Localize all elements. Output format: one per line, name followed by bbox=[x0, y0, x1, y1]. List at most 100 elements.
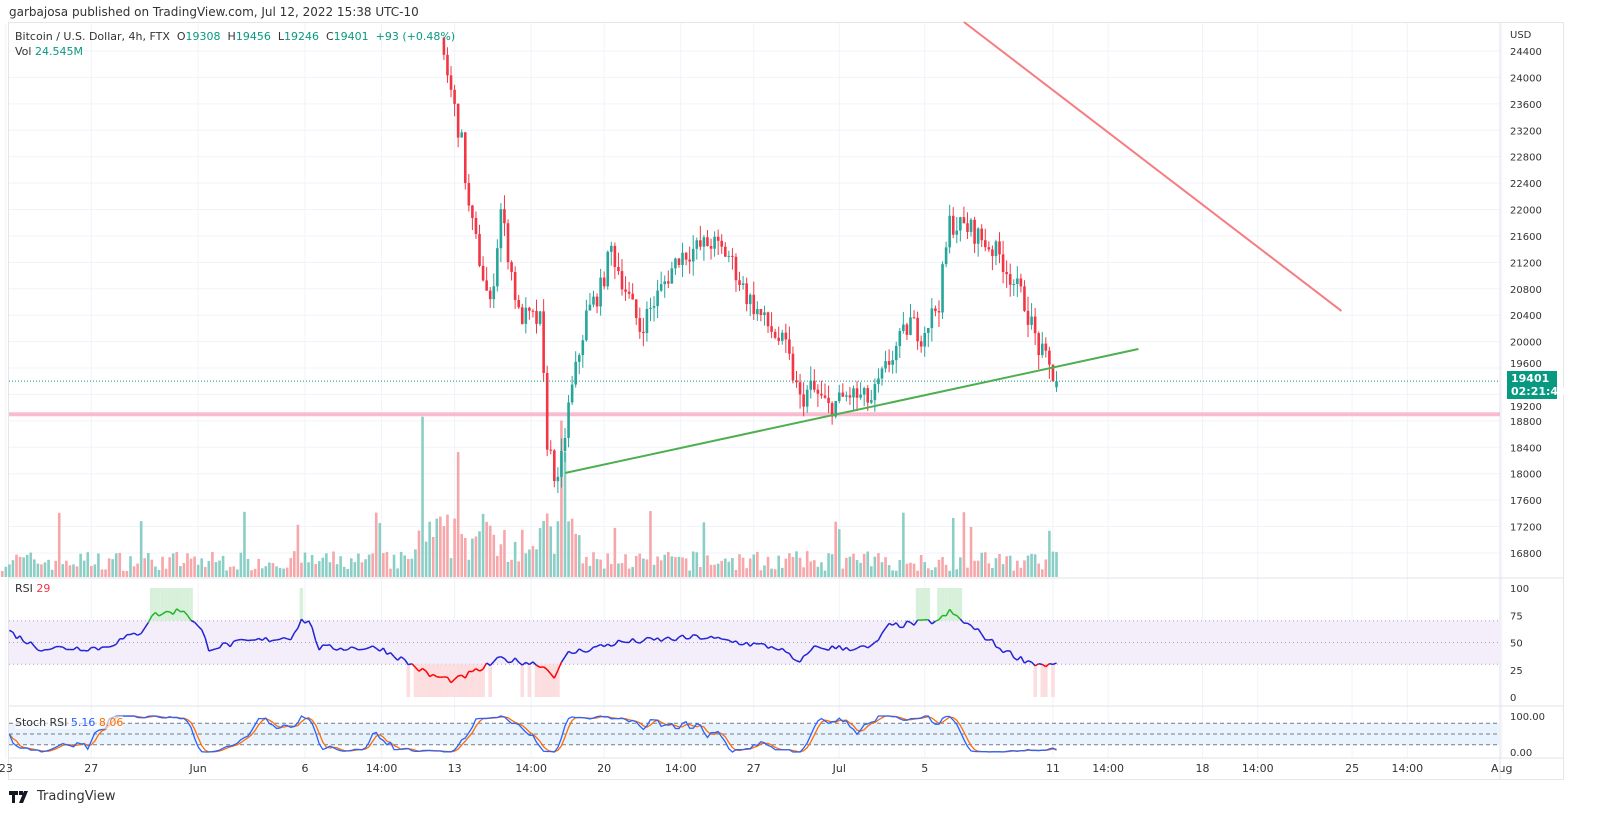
candle-body bbox=[1027, 311, 1030, 325]
volume-bar bbox=[614, 528, 617, 577]
volume-bar bbox=[378, 523, 381, 577]
volume-bar bbox=[151, 560, 154, 577]
volume-bar bbox=[97, 553, 100, 577]
rsi-overbought-fill bbox=[923, 588, 927, 621]
volume-bar bbox=[346, 569, 349, 577]
tradingview-logo[interactable]: TradingView bbox=[9, 789, 116, 804]
candle-body bbox=[656, 291, 659, 307]
price-axis-label: 19600 bbox=[1510, 359, 1542, 370]
candle-body bbox=[988, 247, 991, 249]
volume-bar bbox=[161, 557, 164, 577]
rsi-line-segment bbox=[715, 637, 719, 638]
volume-bar bbox=[934, 567, 937, 577]
volume-bar bbox=[450, 558, 453, 577]
volume-bar bbox=[311, 555, 314, 577]
volume-bar bbox=[521, 530, 524, 577]
candle-body bbox=[671, 268, 674, 283]
volume-bar bbox=[200, 558, 203, 577]
volume-bar bbox=[510, 560, 513, 577]
volume-bar bbox=[1045, 559, 1048, 577]
time-axis-label: 11 bbox=[1046, 762, 1060, 775]
volume-bar bbox=[895, 571, 898, 577]
volume-bar bbox=[831, 554, 834, 577]
volume-bar bbox=[279, 568, 282, 577]
candle-body bbox=[916, 318, 919, 341]
volume-bar bbox=[870, 566, 873, 577]
rsi-oversold-fill bbox=[1044, 664, 1048, 697]
rsi-legend[interactable]: RSI 29 bbox=[15, 582, 50, 595]
candle-body bbox=[977, 229, 980, 244]
candle-body bbox=[1037, 333, 1040, 355]
volume-bar bbox=[638, 554, 641, 577]
volume-bar bbox=[770, 569, 773, 577]
volume-bar bbox=[208, 561, 211, 577]
volume-bar bbox=[104, 569, 107, 577]
candle-body bbox=[817, 390, 820, 394]
volume-bar bbox=[589, 566, 592, 577]
stoch-rsi-legend[interactable]: Stoch RSI 5.16 8.06 bbox=[15, 716, 123, 729]
rsi-oversold-fill bbox=[535, 664, 539, 697]
volume-bar bbox=[728, 562, 731, 577]
price-axis-label: 18800 bbox=[1510, 417, 1542, 428]
rsi-overbought-fill bbox=[959, 588, 963, 621]
volume-bar bbox=[414, 549, 417, 577]
volume-bar bbox=[126, 571, 129, 577]
symbol-name[interactable]: Bitcoin / U.S. Dollar, 4h, FTX bbox=[15, 30, 170, 43]
rsi-oversold-fill bbox=[439, 664, 443, 697]
stoch-d-value: 8.06 bbox=[99, 716, 124, 729]
volume-bar bbox=[289, 558, 292, 577]
volume-label[interactable]: Vol bbox=[15, 45, 31, 58]
volume-bar bbox=[642, 559, 645, 577]
volume-bar bbox=[439, 517, 442, 577]
volume-bar bbox=[368, 555, 371, 577]
candle-body bbox=[610, 246, 613, 252]
candle-body bbox=[617, 267, 620, 271]
volume-bar bbox=[421, 417, 424, 577]
volume-bar bbox=[881, 562, 884, 577]
volume-bar bbox=[471, 539, 474, 577]
volume-bar bbox=[325, 553, 328, 577]
candle-body bbox=[777, 338, 780, 341]
volume-bar bbox=[371, 553, 374, 577]
rsi-oversold-fill bbox=[460, 664, 464, 697]
volume-bar bbox=[756, 552, 759, 577]
volume-bar bbox=[44, 562, 47, 577]
volume-bar bbox=[37, 564, 40, 577]
volume-bar bbox=[79, 554, 82, 577]
volume-value: 24.545M bbox=[35, 45, 83, 58]
volume-bar bbox=[339, 556, 342, 577]
candle-body bbox=[735, 257, 738, 280]
candle-body bbox=[571, 384, 574, 402]
volume-bar bbox=[69, 565, 72, 577]
candle-body bbox=[991, 249, 994, 256]
volume-bar bbox=[304, 553, 307, 577]
candle-body bbox=[681, 253, 684, 265]
volume-bar bbox=[909, 563, 912, 577]
candle-body bbox=[660, 284, 663, 290]
volume-bar bbox=[603, 569, 606, 577]
rsi-overbought-fill bbox=[161, 588, 165, 621]
candle-body bbox=[920, 341, 923, 346]
volume-bar bbox=[884, 557, 887, 577]
volume-bar bbox=[916, 571, 919, 577]
volume-bar bbox=[849, 557, 852, 577]
volume-bar bbox=[852, 554, 855, 577]
time-axis-label: 27 bbox=[84, 762, 98, 775]
volume-bar bbox=[168, 557, 171, 577]
close-label: C bbox=[326, 30, 334, 43]
rsi-line-segment bbox=[216, 648, 220, 649]
candle-body bbox=[970, 220, 973, 232]
rsi-line-segment bbox=[84, 650, 88, 651]
rsi-overbought-fill bbox=[164, 588, 168, 621]
rsi-line-segment bbox=[351, 647, 355, 648]
volume-bar bbox=[361, 562, 364, 577]
candle-body bbox=[535, 311, 538, 324]
volume-bar bbox=[585, 557, 588, 577]
volume-bar bbox=[407, 559, 410, 577]
rsi-line-segment bbox=[593, 646, 597, 647]
time-axis-label: 14:00 bbox=[515, 762, 547, 775]
price-axis-label: 20400 bbox=[1510, 311, 1542, 322]
volume-bar bbox=[432, 537, 435, 577]
time-axis-label: 25 bbox=[1345, 762, 1359, 775]
